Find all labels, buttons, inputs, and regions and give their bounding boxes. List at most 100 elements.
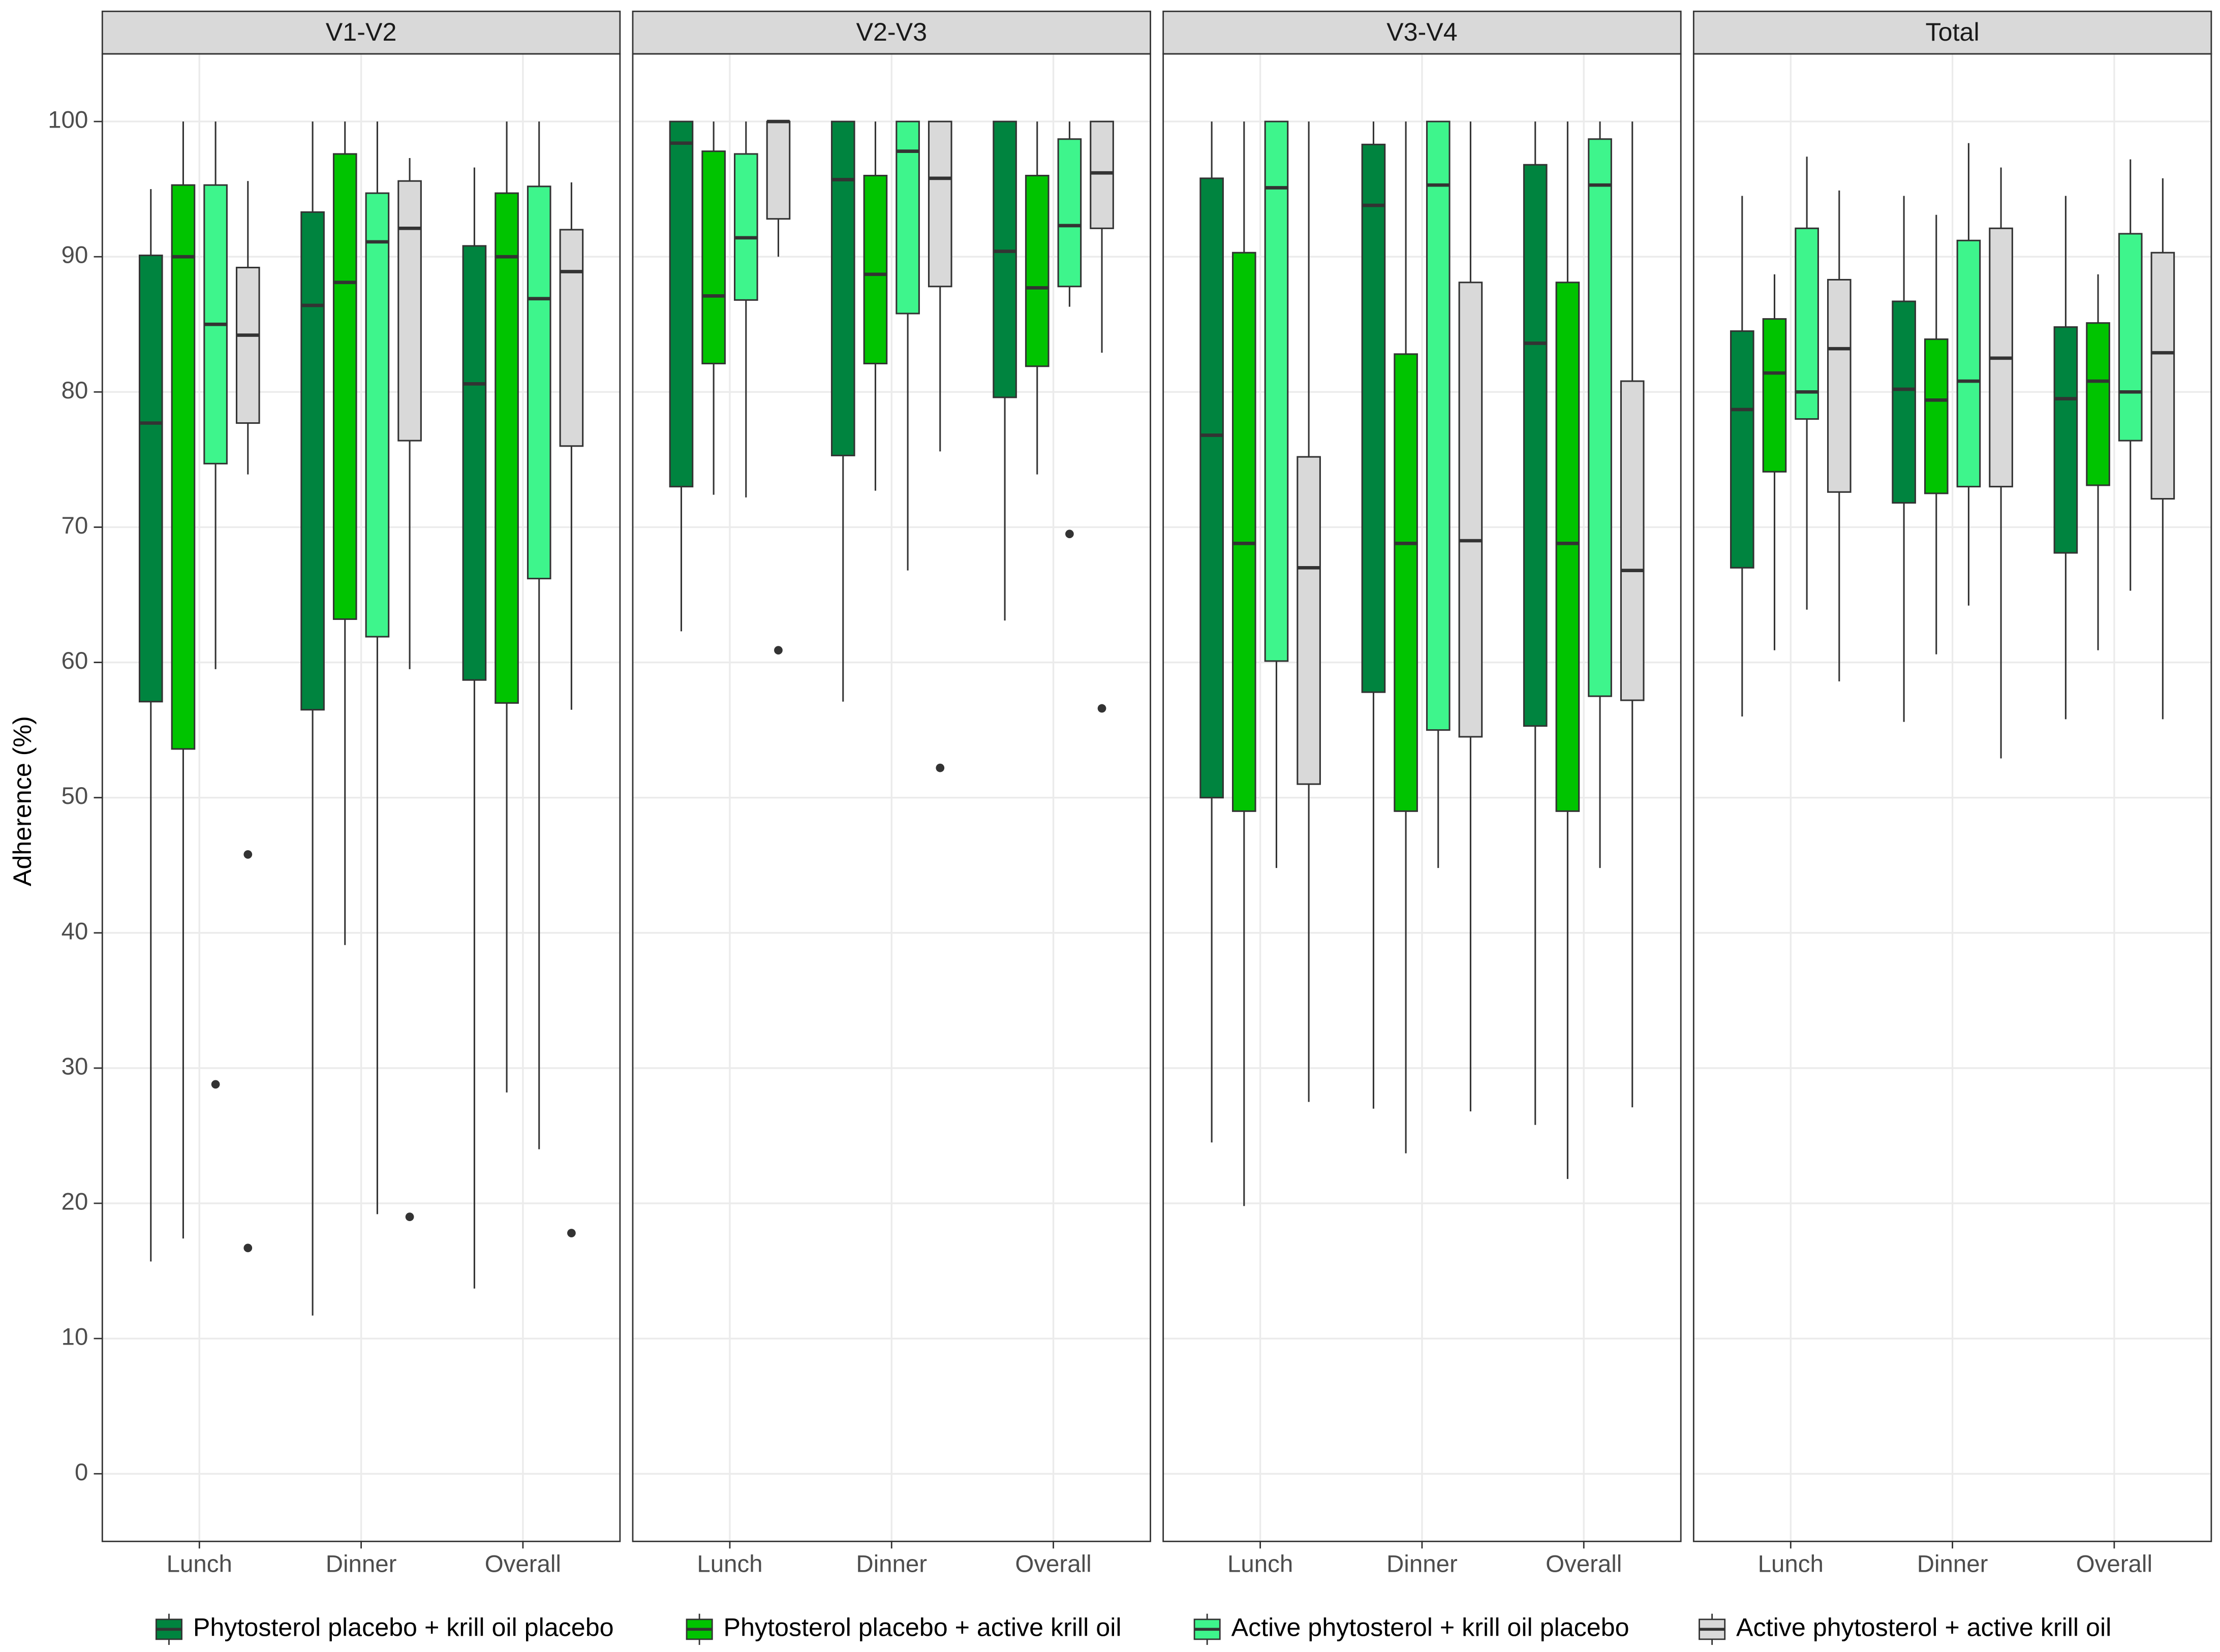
box	[733, 153, 758, 301]
outlier	[243, 1243, 253, 1253]
x-tick-label: Lunch	[1227, 1550, 1293, 1577]
x-tick-label: Overall	[1015, 1550, 1091, 1577]
box	[766, 120, 791, 220]
box	[1795, 227, 1819, 420]
outlier	[243, 850, 253, 859]
panel: V3-V4 Lunch Dinner Overall	[1162, 10, 1682, 1577]
box	[1555, 282, 1580, 812]
legend-label: Phytosterol placebo + active krill oil	[724, 1613, 1122, 1642]
box	[1458, 282, 1483, 738]
y-tick-label: 0	[75, 1459, 88, 1486]
box	[1394, 353, 1418, 812]
box	[1620, 380, 1645, 701]
box	[2053, 326, 2078, 554]
y-tick-label: 20	[61, 1189, 88, 1215]
box	[495, 192, 519, 704]
y-tick-label: 50	[61, 783, 88, 809]
x-tick-label: Lunch	[697, 1550, 762, 1577]
x-tick-label: Lunch	[1758, 1550, 1824, 1577]
box	[1231, 252, 1256, 812]
box	[2150, 252, 2175, 500]
facet-title: Total	[1926, 18, 1980, 46]
y-tick-label: 80	[61, 377, 88, 404]
facet-title: V1-V2	[326, 18, 397, 46]
y-tick-label: 30	[61, 1053, 88, 1080]
facet-strip	[1692, 10, 2212, 55]
y-tick-label: 40	[61, 918, 88, 945]
box	[1956, 239, 1981, 488]
box	[2118, 233, 2143, 442]
box	[1892, 300, 1916, 504]
facet-strip	[1162, 10, 1682, 55]
facet-strip	[632, 10, 1151, 55]
facet-strip	[101, 10, 621, 55]
y-axis-title: Adherence (%)	[8, 716, 37, 886]
box	[1361, 143, 1386, 693]
x-tick-label: Lunch	[167, 1550, 232, 1577]
box	[993, 120, 1017, 398]
box	[1090, 120, 1114, 229]
box	[1297, 456, 1321, 785]
box	[300, 211, 325, 711]
box	[138, 255, 163, 703]
panel: Total Lunch Dinner Overall	[1692, 10, 2212, 1577]
y-tick-label: 90	[61, 242, 88, 269]
y-tick-label: 10	[61, 1324, 88, 1351]
box	[1025, 175, 1050, 367]
y-tick-label: 70	[61, 512, 88, 539]
box	[1762, 318, 1787, 473]
facet-title: V2-V3	[856, 18, 927, 46]
legend-label: Phytosterol placebo + krill oil placebo	[193, 1613, 614, 1642]
box	[1057, 138, 1082, 288]
box	[1264, 120, 1289, 662]
box	[1426, 120, 1451, 731]
x-tick-label: Overall	[485, 1550, 561, 1577]
box	[397, 180, 422, 442]
outlier	[774, 646, 783, 654]
facet-title: V3-V4	[1386, 18, 1458, 46]
box	[669, 120, 694, 488]
outlier	[936, 763, 945, 772]
box	[332, 153, 357, 620]
panel-border	[1692, 53, 2212, 1542]
box	[896, 120, 920, 315]
box	[1827, 278, 1852, 493]
box	[863, 175, 888, 364]
box	[365, 192, 390, 638]
box	[1588, 138, 1612, 697]
x-tick-label: Dinner	[1917, 1550, 1988, 1577]
box	[462, 245, 487, 681]
box	[1730, 330, 1754, 569]
box	[2086, 322, 2110, 486]
legend-label: Active phytosterol + active krill oil	[1736, 1613, 2111, 1642]
panel: V1-V2 Lunch Dinner Overall	[101, 10, 621, 1577]
panel-border	[101, 53, 621, 1542]
box	[559, 229, 584, 447]
panel-border	[1162, 53, 1682, 1542]
x-tick-label: Dinner	[326, 1550, 397, 1577]
outlier	[1097, 704, 1106, 713]
panel-border	[632, 53, 1151, 1542]
outlier	[405, 1212, 414, 1222]
box	[701, 150, 726, 364]
y-tick-label: 100	[48, 107, 88, 134]
box	[235, 266, 260, 424]
box	[527, 185, 551, 580]
box	[171, 184, 196, 750]
outlier	[567, 1229, 576, 1237]
panel: V2-V3 Lunch Dinner Overall	[632, 10, 1151, 1577]
box	[1199, 177, 1224, 799]
box	[1523, 164, 1548, 727]
box	[1924, 338, 1949, 494]
legend-label: Active phytosterol + krill oil placebo	[1231, 1613, 1629, 1642]
x-tick-label: Overall	[2076, 1550, 2152, 1577]
x-tick-label: Dinner	[856, 1550, 927, 1577]
y-tick-label: 60	[61, 647, 88, 674]
outlier	[211, 1080, 220, 1089]
box	[928, 120, 952, 288]
x-tick-label: Dinner	[1386, 1550, 1458, 1577]
box	[830, 120, 855, 456]
x-tick-label: Overall	[1546, 1550, 1622, 1577]
outlier	[1065, 529, 1074, 539]
